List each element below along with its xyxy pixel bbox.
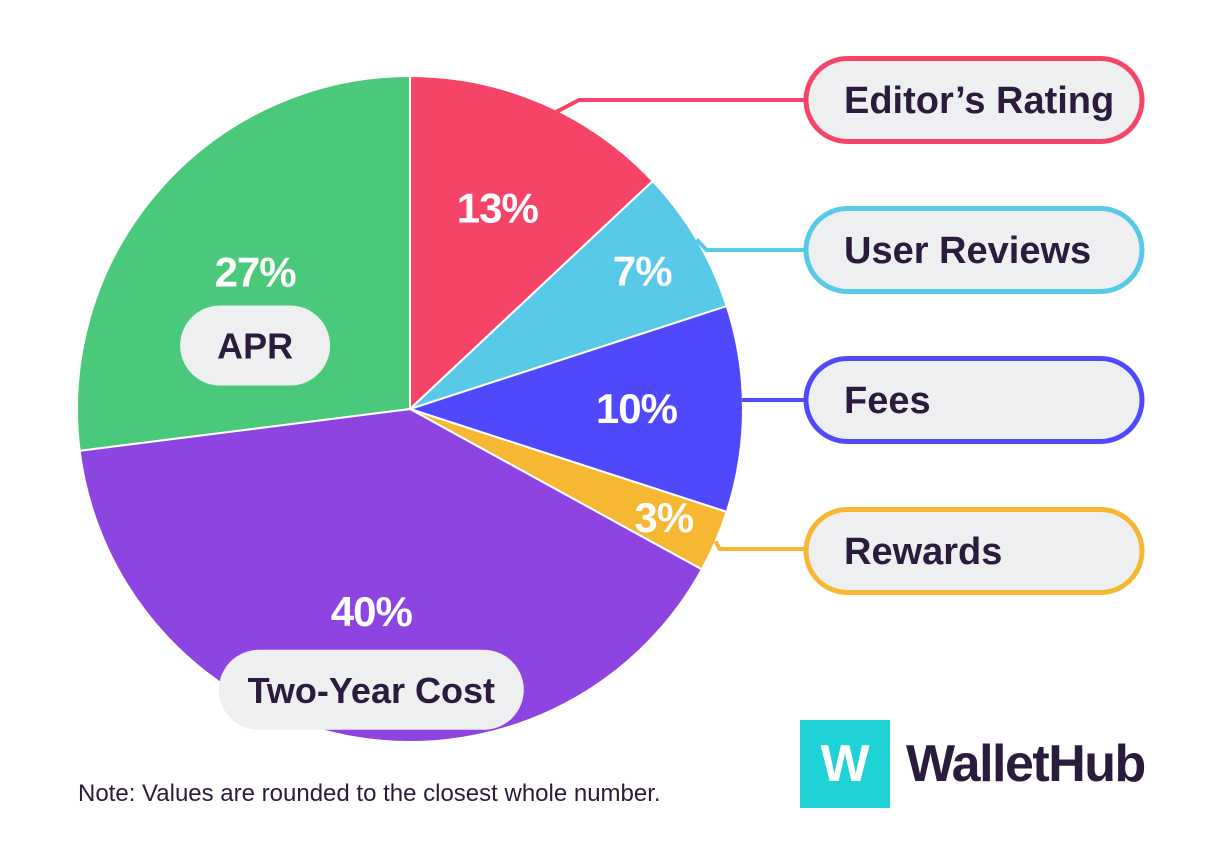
- slice-editor-s-rating: [409, 75, 654, 410]
- legend-pill-fees: [803, 356, 1145, 444]
- legend-pill-rewards: [803, 507, 1145, 595]
- leader-line-user-reviews: [695, 238, 806, 252]
- pct-label-rewards: 3%: [634, 494, 693, 541]
- category-pill-two-year-cost: [218, 649, 524, 730]
- slice-labels: 13% 7% 10% 3% 40% Two-Year Cost 27% APR: [180, 184, 695, 730]
- pct-label-two-year-cost: 40%: [331, 588, 413, 635]
- legend-pill-user-reviews: [803, 206, 1145, 294]
- wallethub-logo-icon: W: [800, 720, 890, 808]
- brand-logo: W WalletHub: [800, 720, 1146, 808]
- pct-label-user-reviews: 7%: [613, 248, 672, 295]
- legend-pill-editor-s-rating: [803, 56, 1145, 144]
- pie-slices: [76, 75, 744, 743]
- brand-name: WalletHub: [906, 735, 1146, 793]
- legend-label-user-reviews: User Reviews: [844, 230, 1091, 272]
- slice-fees: [409, 305, 744, 513]
- legend-label-fees: Fees: [844, 380, 931, 422]
- logo-letter: W: [820, 735, 870, 793]
- pct-label-fees: 10%: [596, 385, 678, 432]
- category-label-apr: APR: [217, 326, 293, 367]
- leader-lines: [537, 98, 806, 551]
- pct-label-editor-s-rating: 13%: [457, 184, 539, 231]
- legend-label-editor-s-rating: Editor’s Rating: [844, 80, 1114, 122]
- leader-line-editor-s-rating: [537, 98, 806, 124]
- category-pill-apr: [180, 305, 331, 386]
- legend: Editor’s Rating User Reviews Fees Rewards: [803, 56, 1145, 595]
- pct-label-apr: 27%: [215, 249, 297, 296]
- leader-line-rewards: [713, 540, 806, 551]
- legend-label-rewards: Rewards: [844, 531, 1002, 573]
- category-label-two-year-cost: Two-Year Cost: [248, 670, 495, 711]
- footnote: Note: Values are rounded to the closest …: [78, 780, 661, 807]
